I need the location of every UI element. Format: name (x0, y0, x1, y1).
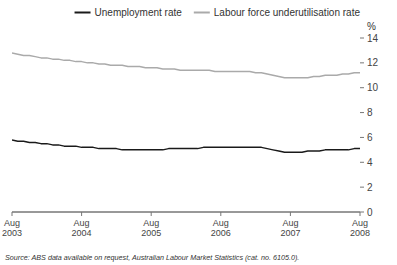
y-tick-label: 4 (367, 157, 373, 168)
x-tick-label-line: 2003 (2, 228, 22, 238)
y-tick (360, 212, 364, 213)
x-axis (12, 212, 360, 213)
y-tick-label: 8 (367, 107, 373, 118)
y-axis-label: % (367, 21, 376, 32)
x-tick-label-line: 2008 (350, 228, 370, 238)
x-tick-label-line: 2005 (141, 228, 161, 238)
legend-swatch (194, 12, 210, 14)
y-tick (360, 62, 364, 63)
y-tick-label: 0 (367, 207, 373, 218)
plot-area (12, 53, 360, 152)
x-tick-label-line: Aug (352, 218, 368, 228)
series-line (12, 53, 360, 78)
x-tick-label: Aug2008 (350, 218, 370, 238)
x-tick-label: Aug2004 (72, 218, 92, 238)
x-tick-label-line: Aug (213, 218, 229, 228)
x-tick (151, 212, 152, 216)
x-tick-label-line: 2006 (211, 228, 231, 238)
y-tick-label: 10 (367, 82, 379, 93)
x-tick-label-line: 2004 (72, 228, 92, 238)
x-tick-label-line: 2007 (280, 228, 300, 238)
x-tick-label-line: Aug (74, 218, 90, 228)
x-tick (360, 212, 361, 216)
y-tick (360, 187, 364, 188)
y-tick (360, 38, 364, 39)
x-tick-label-line: Aug (282, 218, 298, 228)
x-tick (81, 212, 82, 216)
x-tick-label: Aug2006 (211, 218, 231, 238)
source-note: Source: ABS data available on request, A… (5, 253, 299, 262)
y-tick (360, 112, 364, 113)
x-tick-label: Aug2003 (2, 218, 22, 238)
legend: Unemployment rate Labour force underutili… (75, 7, 361, 18)
x-tick (220, 212, 221, 216)
y-tick-label: 2 (367, 182, 373, 193)
y-tick-label: 6 (367, 132, 373, 143)
x-tick-label-line: Aug (4, 218, 20, 228)
legend-swatch (75, 12, 91, 14)
y-tick (360, 137, 364, 138)
y-tick-label: 14 (367, 33, 379, 44)
x-tick (290, 212, 291, 216)
x-tick (12, 212, 13, 216)
x-tick-label: Aug2005 (141, 218, 161, 238)
y-tick-label: 12 (367, 57, 379, 68)
y-tick (360, 162, 364, 163)
x-tick-label-line: Aug (143, 218, 159, 228)
series-line (12, 140, 360, 152)
chart: 02468101214%Aug2003Aug2004Aug2005Aug2006… (0, 0, 397, 265)
y-tick (360, 87, 364, 88)
x-tick-label: Aug2007 (280, 218, 300, 238)
legend-label: Unemployment rate (95, 7, 183, 18)
legend-label: Labour force underutilisation rate (214, 7, 361, 18)
